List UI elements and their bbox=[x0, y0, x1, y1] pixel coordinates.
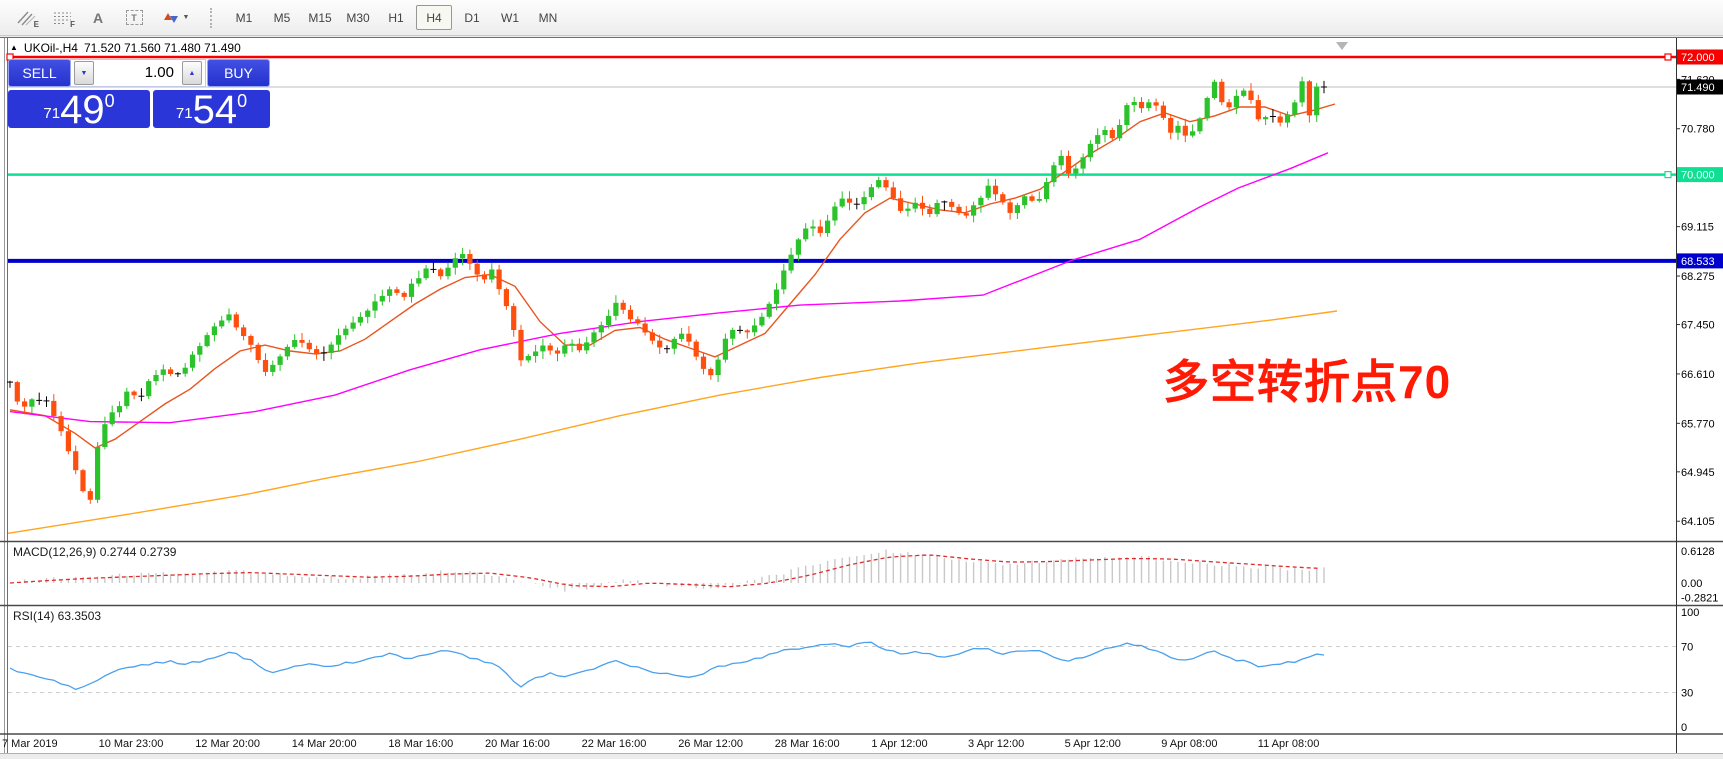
text-label-icon: T bbox=[125, 10, 143, 25]
text-tool-button[interactable]: A bbox=[80, 4, 116, 32]
ohlc-values: 71.520 71.560 71.480 71.490 bbox=[83, 41, 241, 55]
svg-text:67.450: 67.450 bbox=[1681, 320, 1715, 332]
time-label: 26 Mar 12:00 bbox=[678, 738, 744, 750]
svg-text:70.000: 70.000 bbox=[1681, 170, 1715, 182]
macd-pane[interactable]: 0.6128 0.00 -0.2821 bbox=[9, 546, 1718, 605]
ma-medium bbox=[9, 152, 1329, 424]
svg-text:65.770: 65.770 bbox=[1681, 418, 1715, 430]
rsi-pane[interactable]: 100 70 30 0 bbox=[8, 607, 1699, 734]
timeframe-group: M1 M5 M15 M30 H1 H4 D1 W1 MN bbox=[225, 5, 567, 30]
rsi-indicator-label: RSI(14) 63.3503 bbox=[13, 609, 102, 623]
sell-price-point: 0 bbox=[104, 91, 115, 111]
svg-text:64.105: 64.105 bbox=[1681, 516, 1715, 528]
time-label: 5 Apr 12:00 bbox=[1064, 738, 1121, 750]
svg-text:70.780: 70.780 bbox=[1681, 124, 1715, 136]
equidistant-channel-tool-button[interactable]: E bbox=[8, 4, 44, 32]
timeframe-button-m30[interactable]: M30 bbox=[346, 10, 370, 25]
fibonacci-icon bbox=[54, 12, 71, 24]
time-label: 7 Mar 2019 bbox=[2, 738, 58, 750]
svg-text:100: 100 bbox=[1681, 607, 1699, 619]
chart-background bbox=[0, 38, 1723, 753]
timeframe-button-m1[interactable]: M1 bbox=[235, 10, 253, 25]
annotation-text: 多空转折点70 bbox=[1163, 356, 1452, 408]
time-label: 11 Apr 08:00 bbox=[1257, 738, 1320, 750]
text-icon: A bbox=[92, 9, 104, 26]
time-label: 9 Apr 08:00 bbox=[1161, 738, 1218, 750]
volume-input[interactable] bbox=[96, 60, 180, 86]
buy-price-point: 0 bbox=[237, 91, 248, 111]
time-label: 10 Mar 23:00 bbox=[98, 738, 164, 750]
time-label: 3 Apr 12:00 bbox=[968, 738, 1025, 750]
timeframe-button-d1[interactable]: D1 bbox=[464, 10, 480, 25]
svg-text:-0.2821: -0.2821 bbox=[1681, 593, 1718, 605]
timeframe-button-h4[interactable]: H4 bbox=[416, 5, 452, 30]
buy-price-pips: 54 bbox=[192, 88, 238, 132]
time-label: 22 Mar 16:00 bbox=[581, 738, 647, 750]
svg-text:0.00: 0.00 bbox=[1681, 578, 1702, 590]
timeframe-button-w1[interactable]: W1 bbox=[501, 10, 519, 25]
time-label: 12 Mar 20:00 bbox=[195, 738, 261, 750]
arrows-tool-button[interactable]: ▼ bbox=[152, 4, 198, 32]
collapse-panel-icon[interactable]: ▲ bbox=[10, 43, 18, 52]
timeframe-button-m5[interactable]: M5 bbox=[273, 10, 291, 25]
time-label: 1 Apr 12:00 bbox=[871, 738, 928, 750]
time-label: 28 Mar 16:00 bbox=[774, 738, 840, 750]
svg-text:72.000: 72.000 bbox=[1681, 52, 1715, 64]
timeframe-button-h1[interactable]: H1 bbox=[388, 10, 404, 25]
svg-text:30: 30 bbox=[1681, 688, 1693, 700]
svg-text:71.490: 71.490 bbox=[1681, 82, 1715, 94]
timeframe-button-m15[interactable]: M15 bbox=[308, 10, 332, 25]
macd-signal-line bbox=[9, 554, 1319, 588]
svg-text:64.945: 64.945 bbox=[1681, 467, 1715, 479]
sell-button[interactable]: SELL bbox=[8, 59, 71, 87]
price-axis[interactable]: 71.62070.78069.11568.27567.45066.61065.7… bbox=[1676, 49, 1723, 529]
svg-text:66.610: 66.610 bbox=[1681, 369, 1715, 381]
time-label: 20 Mar 16:00 bbox=[485, 738, 550, 750]
sell-price-pips: 49 bbox=[60, 88, 105, 132]
pane-separators[interactable] bbox=[0, 540, 1723, 735]
volume-decrease-button[interactable]: ▼ bbox=[74, 61, 94, 85]
time-label: 14 Mar 20:00 bbox=[291, 738, 357, 750]
chart-title: ▲ UKOil-,H4 71.520 71.560 71.480 71.490 bbox=[10, 41, 241, 55]
fibonacci-tool-button[interactable]: F bbox=[44, 4, 80, 32]
symbol-period-label: UKOil-,H4 bbox=[23, 41, 78, 55]
buy-price-box[interactable]: 71 54 0 bbox=[153, 88, 270, 132]
candles[interactable] bbox=[7, 76, 1327, 504]
svg-text:70: 70 bbox=[1681, 642, 1693, 654]
timeframe-button-mn[interactable]: MN bbox=[538, 10, 558, 25]
arrows-icon bbox=[163, 12, 178, 23]
svg-text:68.275: 68.275 bbox=[1681, 271, 1715, 283]
equidistant-channel-icon bbox=[17, 11, 36, 25]
sell-price-box[interactable]: 71 49 0 bbox=[8, 88, 150, 132]
macd-indicator-label: MACD(12,26,9) 0.2744 0.2739 bbox=[13, 545, 177, 559]
rsi-line bbox=[9, 641, 1325, 691]
arrow-down-icon: ▼ bbox=[80, 69, 88, 77]
text-label-tool-button[interactable]: T bbox=[116, 4, 152, 32]
svg-text:0.6128: 0.6128 bbox=[1681, 546, 1715, 558]
ma-slow bbox=[7, 310, 1338, 534]
svg-text:0: 0 bbox=[1681, 722, 1687, 734]
toolbar-grip[interactable] bbox=[210, 7, 215, 28]
svg-text:69.115: 69.115 bbox=[1681, 222, 1714, 234]
buy-price-whole: 71 bbox=[175, 105, 193, 122]
toolbar: E F A T ▼ M1 M5 M15 M30 H1 H4 D1 W1 MN bbox=[0, 0, 1723, 36]
chevron-down-icon: ▼ bbox=[182, 14, 190, 21]
arrow-up-icon: ▲ bbox=[188, 69, 196, 77]
tool-letter: F bbox=[70, 19, 75, 29]
time-label: 18 Mar 16:00 bbox=[388, 738, 454, 750]
buy-button[interactable]: BUY bbox=[207, 59, 270, 87]
sell-price-whole: 71 bbox=[43, 105, 61, 122]
tool-letter: E bbox=[33, 19, 39, 29]
chart-shift-marker-icon[interactable] bbox=[1336, 42, 1348, 50]
volume-increase-button[interactable]: ▲ bbox=[182, 61, 202, 85]
svg-text:68.533: 68.533 bbox=[1681, 256, 1715, 268]
horizontal-lines[interactable] bbox=[6, 53, 1676, 263]
